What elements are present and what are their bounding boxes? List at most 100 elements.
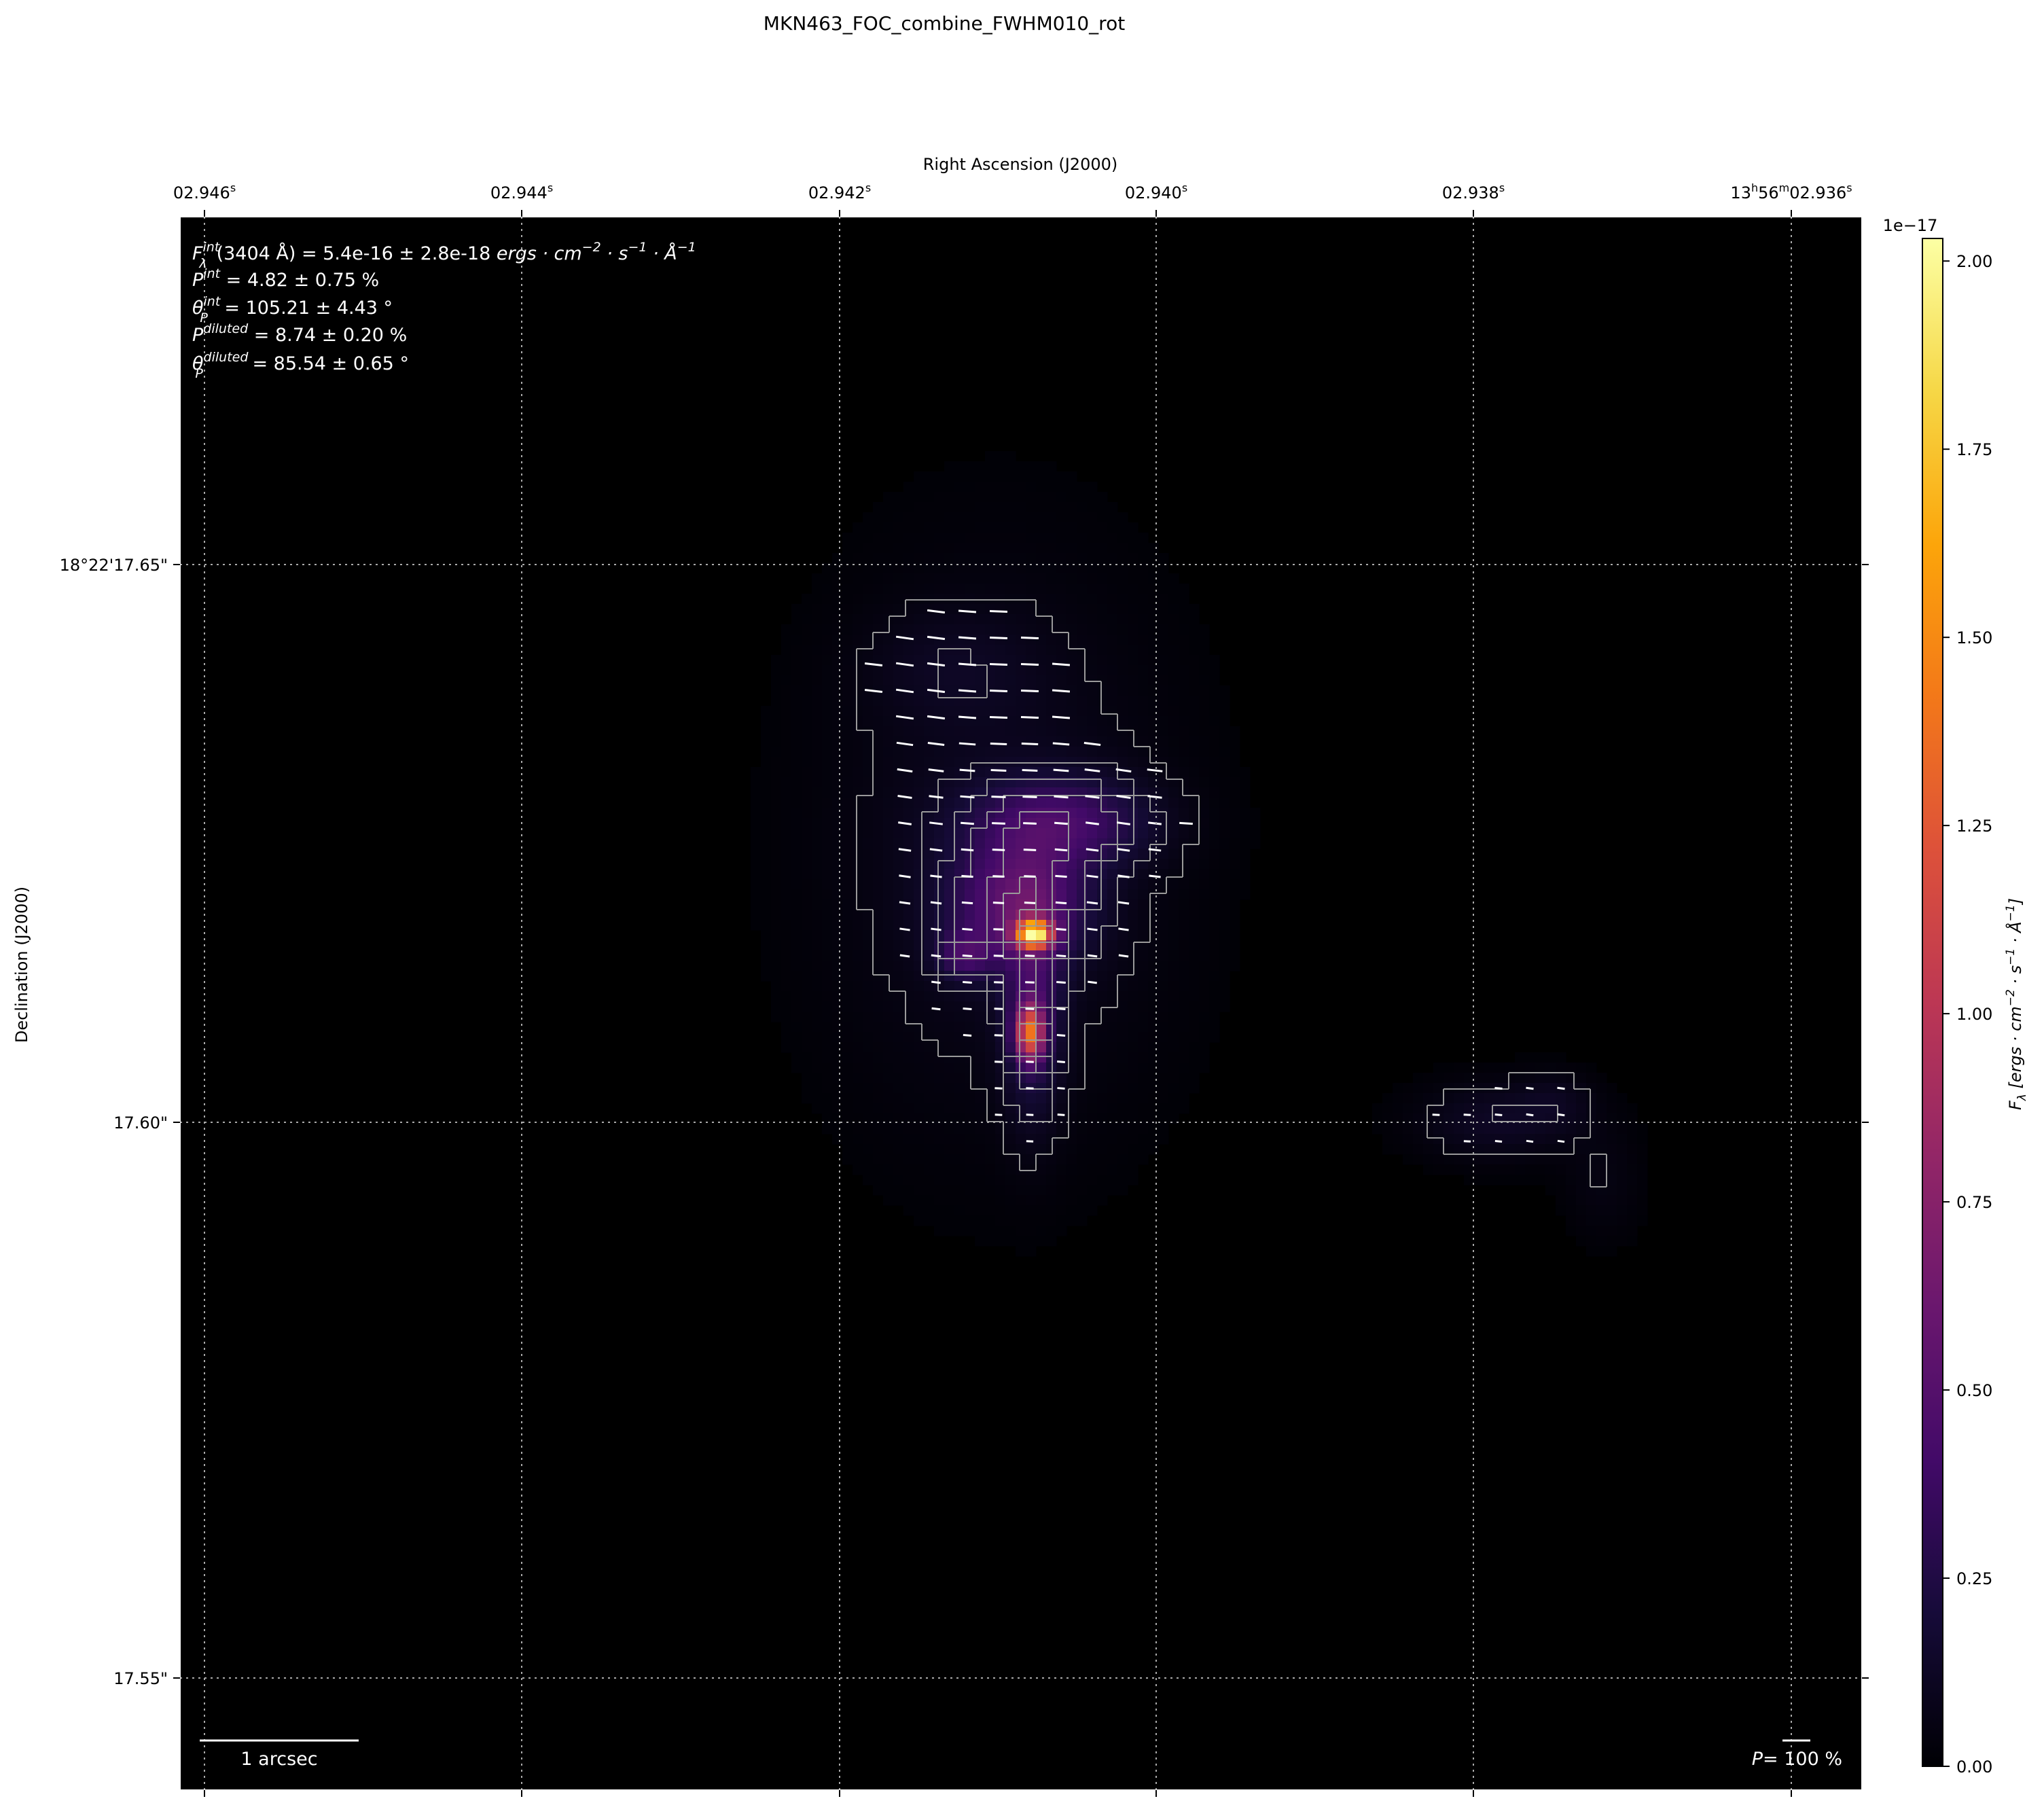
image-pixel [1107, 1001, 1118, 1012]
x-tick-label: 02.946s [173, 181, 236, 202]
image-pixel [1056, 573, 1067, 584]
image-pixel [954, 859, 965, 870]
image-pixel [1484, 1134, 1495, 1145]
image-pixel [822, 849, 833, 859]
image-pixel [873, 533, 884, 543]
image-pixel [1087, 798, 1098, 808]
image-pixel [853, 818, 863, 829]
image-pixel [1036, 981, 1047, 992]
image-pixel [883, 1103, 894, 1114]
image-pixel [1168, 1052, 1179, 1063]
image-pixel [995, 696, 1006, 707]
image-pixel [1393, 1103, 1403, 1114]
image-pixel [954, 471, 965, 482]
image-pixel [1046, 573, 1057, 584]
image-pixel [1627, 1144, 1638, 1155]
image-pixel [873, 1063, 884, 1073]
image-pixel [1036, 1236, 1047, 1247]
image-pixel [1179, 1103, 1189, 1114]
image-pixel [1005, 553, 1016, 564]
image-pixel [863, 706, 874, 717]
image-pixel [1005, 1042, 1016, 1053]
image-pixel [1189, 645, 1200, 656]
image-pixel [883, 899, 894, 910]
image-pixel [924, 1164, 935, 1175]
image-pixel [934, 879, 945, 890]
image-pixel [1168, 573, 1179, 584]
image-pixel [1026, 614, 1037, 625]
image-pixel [832, 1022, 843, 1033]
image-pixel [903, 1205, 914, 1216]
image-pixel [944, 522, 955, 533]
image-pixel [1056, 1073, 1067, 1084]
image-pixel [1097, 665, 1108, 676]
image-pixel [1556, 1073, 1566, 1084]
image-pixel [1219, 940, 1230, 951]
image-pixel [1168, 696, 1179, 707]
image-pixel [1066, 1185, 1077, 1196]
image-pixel [1168, 971, 1179, 982]
image-pixel [771, 838, 782, 849]
image-pixel [1189, 991, 1200, 1002]
image-pixel [1016, 584, 1026, 594]
image-pixel [1168, 594, 1179, 605]
image-pixel [903, 757, 914, 768]
scale-bar-label: 1 arcsec [240, 1749, 317, 1770]
image-pixel [791, 889, 802, 900]
image-pixel [1148, 1093, 1159, 1104]
image-pixel [975, 482, 986, 493]
image-pixel [832, 889, 843, 900]
image-pixel [832, 594, 843, 605]
image-pixel [1016, 1144, 1026, 1155]
image-pixel [944, 1134, 955, 1145]
image-pixel [934, 971, 945, 982]
image-pixel [1209, 757, 1220, 768]
image-pixel [1179, 808, 1189, 819]
image-pixel [1107, 961, 1118, 971]
image-pixel [1219, 889, 1230, 900]
image-pixel [873, 777, 884, 788]
image-pixel [1046, 1083, 1057, 1094]
image-pixel [883, 1012, 894, 1022]
image-pixel [873, 665, 884, 676]
image-pixel [883, 767, 894, 778]
image-pixel [1179, 726, 1189, 737]
image-pixel [1138, 635, 1149, 645]
image-pixel [883, 1063, 894, 1073]
image-pixel [1179, 869, 1189, 880]
image-pixel [1066, 757, 1077, 768]
image-pixel [1168, 1032, 1179, 1043]
image-pixel [1056, 522, 1067, 533]
image-pixel [1066, 533, 1077, 543]
image-pixel [1525, 1063, 1536, 1073]
image-pixel [924, 1022, 935, 1033]
image-pixel [1026, 1236, 1037, 1247]
image-pixel [802, 665, 812, 676]
image-pixel [1026, 706, 1037, 717]
image-pixel [1097, 1032, 1108, 1043]
image-pixel [985, 1124, 996, 1135]
image-pixel [1189, 665, 1200, 676]
image-pixel [842, 706, 853, 717]
image-pixel [1474, 1063, 1485, 1073]
image-pixel [1026, 1124, 1037, 1135]
image-pixel [954, 1215, 965, 1226]
image-pixel [1026, 1073, 1037, 1084]
image-pixel [995, 1012, 1006, 1022]
image-pixel [1087, 624, 1098, 635]
image-pixel [781, 767, 792, 778]
image-pixel [1087, 594, 1098, 605]
image-pixel [1046, 757, 1057, 768]
image-pixel [1066, 675, 1077, 686]
image-pixel [1199, 787, 1210, 798]
image-pixel [812, 950, 823, 961]
image-pixel [975, 910, 986, 921]
image-pixel [995, 482, 1006, 493]
image-pixel [1138, 543, 1149, 554]
image-pixel [1199, 869, 1210, 880]
image-pixel [1179, 1001, 1189, 1012]
image-pixel [1148, 675, 1159, 686]
image-pixel [893, 1083, 904, 1094]
image-pixel [832, 930, 843, 941]
image-pixel [1189, 716, 1200, 727]
